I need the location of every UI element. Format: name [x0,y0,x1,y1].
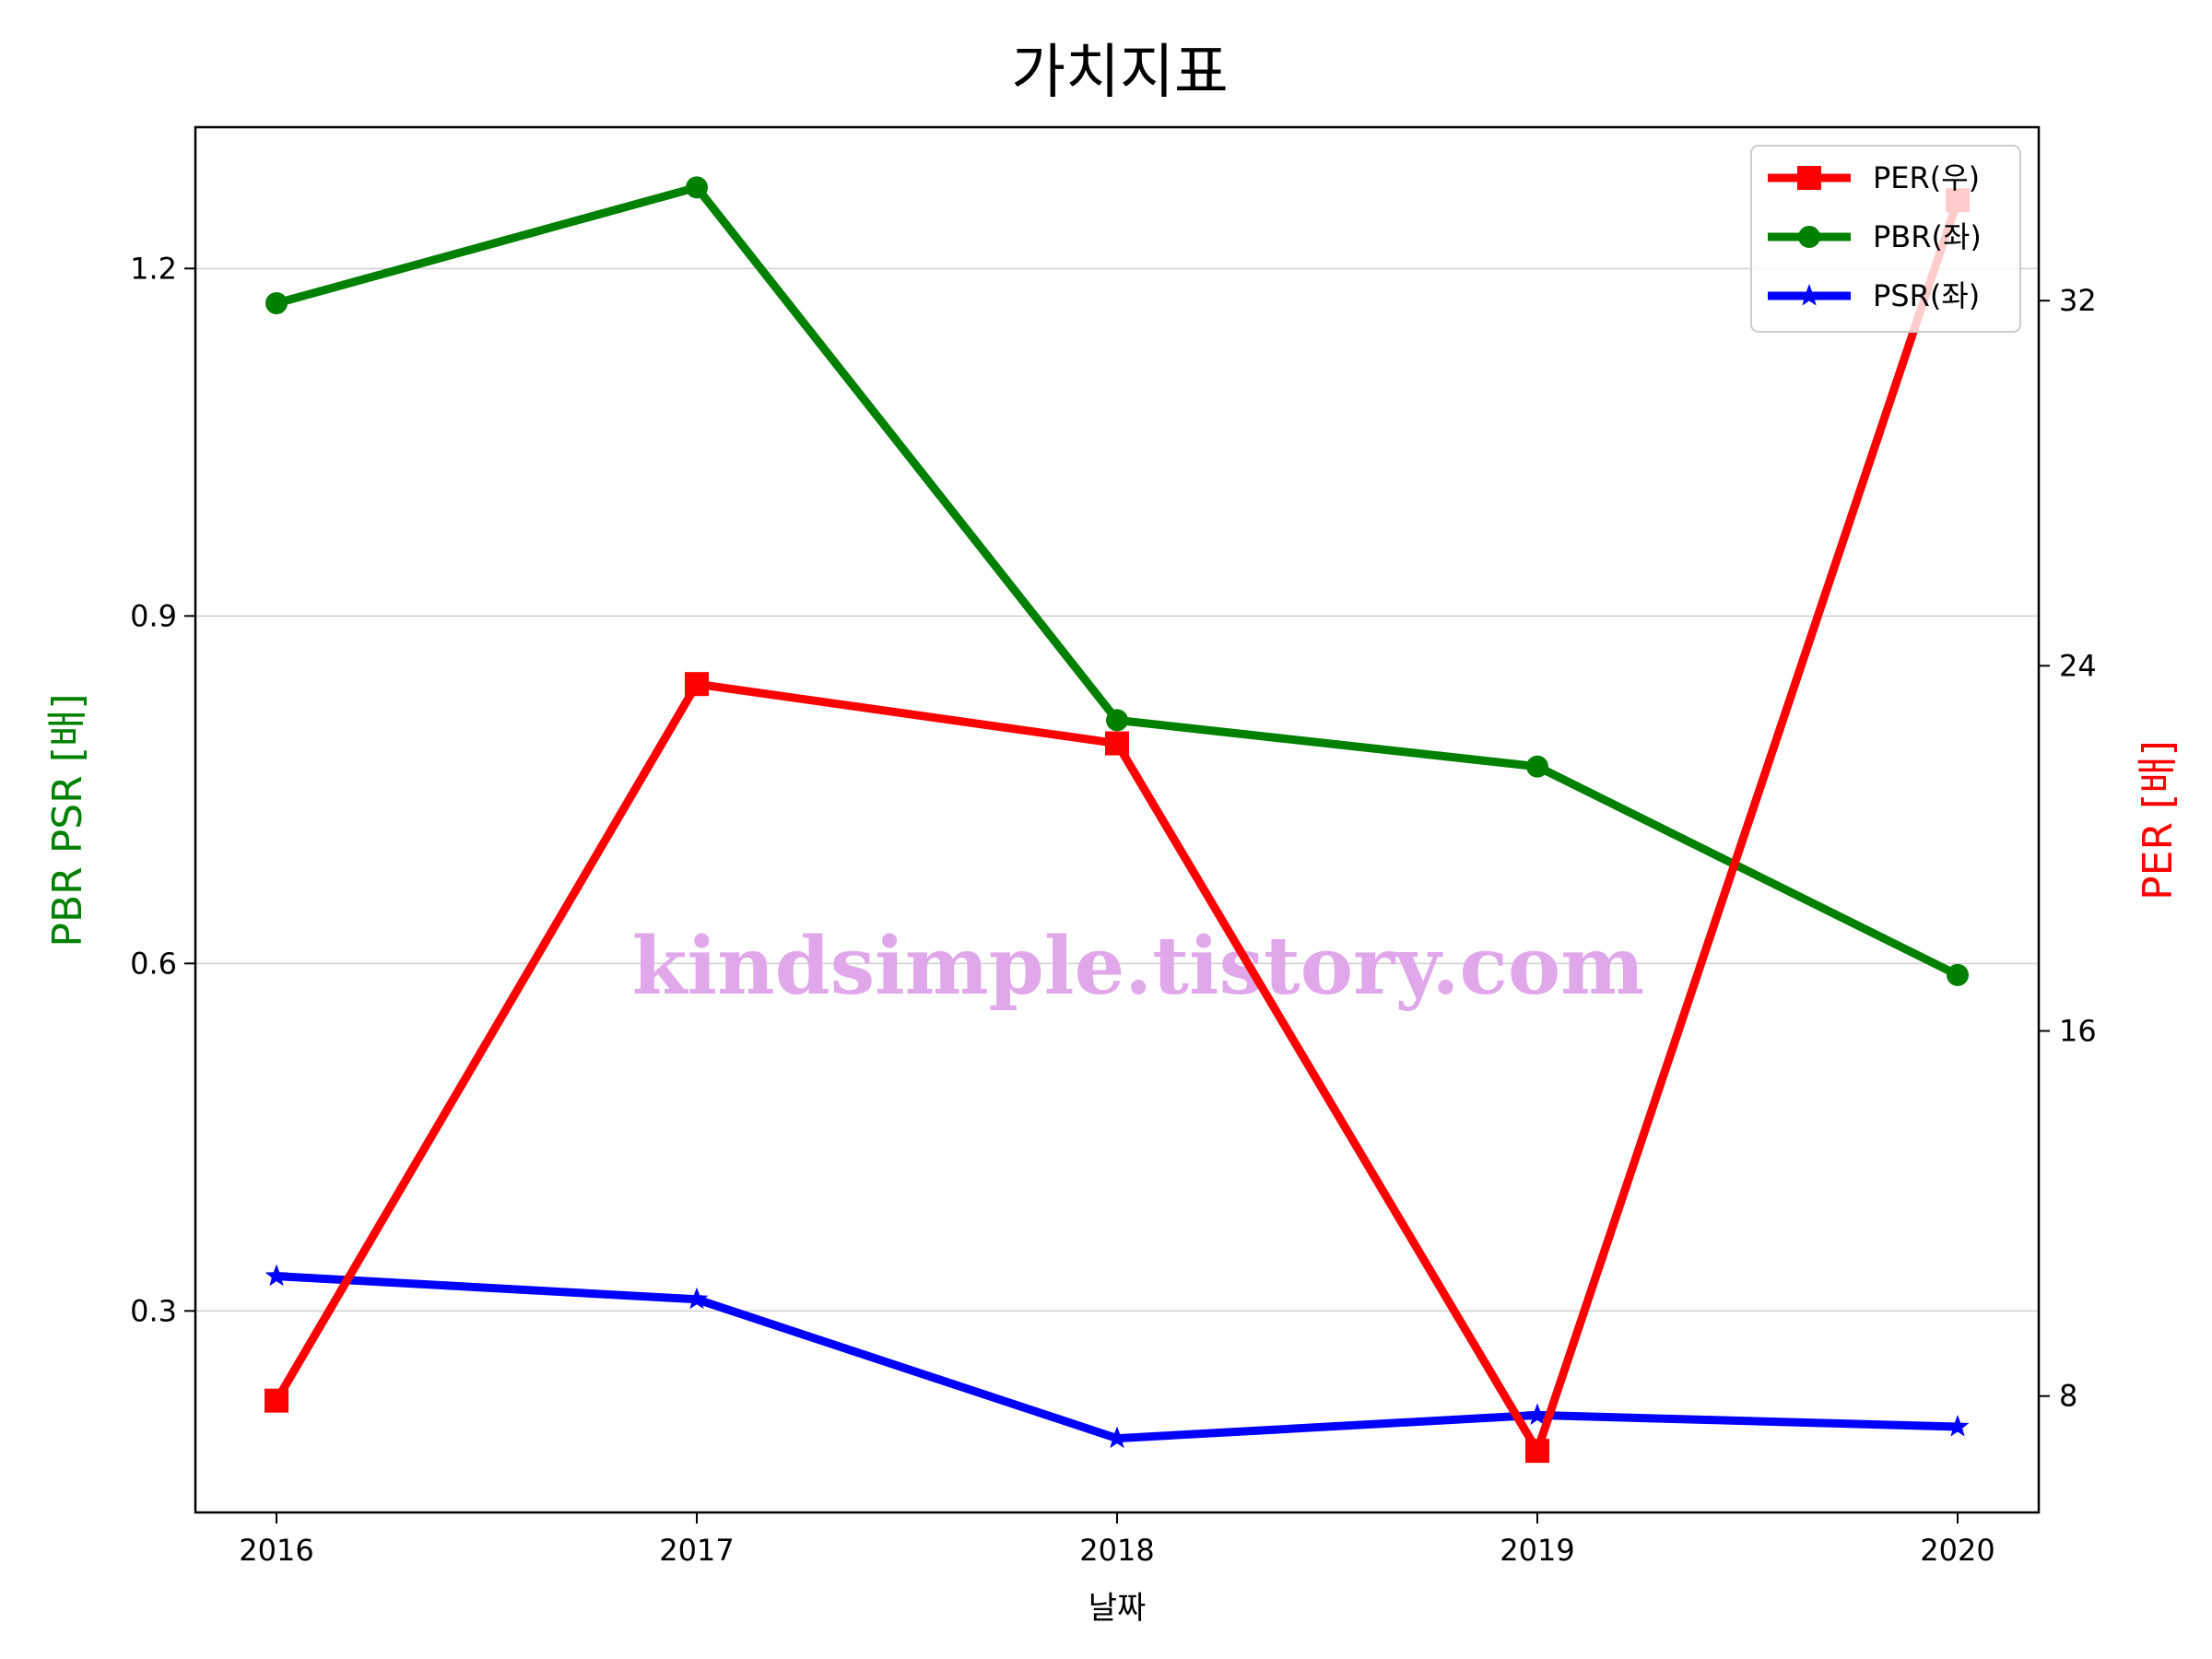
data-point [1946,1415,1970,1437]
legend: PER(우) PBR(좌) PSR(좌) [1750,145,2021,333]
y-right-tick-label: 16 [2059,1014,2097,1049]
y-left-tick-label: 0.9 [130,598,177,633]
series-pbr [265,176,1969,986]
y-right-axis-ticks: 8 16 24 32 [2039,283,2097,1414]
data-point [265,1264,288,1287]
legend-swatch-marker [1798,226,1820,248]
y-right-tick-label: 24 [2059,648,2097,683]
legend-label: PSR(좌) [1873,278,1980,313]
legend-label: PER(우) [1873,160,1980,195]
legend-box [1750,145,2021,333]
x-tick-label: 2017 [659,1533,734,1568]
watermark-text: kindsimple.tistory.com [632,920,1644,1013]
data-point [1525,1439,1549,1464]
series-psr [265,1264,1970,1449]
data-point [265,292,288,315]
data-point [685,672,709,697]
y-left-axis-label: PBR PSR [배] [44,693,91,947]
data-point [1105,1426,1129,1449]
x-tick-label: 2018 [1079,1533,1154,1568]
x-axis-label: 날짜 [1088,1590,1147,1627]
grid-lines [195,267,2039,1312]
y-right-tick-label: 8 [2059,1379,2077,1414]
y-right-tick-label: 32 [2059,283,2097,318]
legend-label: PBR(좌) [1873,219,1982,254]
watermark-layer: kindsimple.tistory.com [632,920,1644,1013]
y-left-tick-label: 0.6 [130,946,177,981]
data-point [1106,709,1128,732]
series-layer [265,176,1970,1464]
x-tick-label: 2020 [1920,1533,1994,1568]
x-axis-ticks: 2016 2017 2018 2019 2020 [239,1512,1995,1568]
legend-entry: PSR(좌) [1768,278,1980,313]
legend-entry: PER(우) [1768,160,1980,195]
data-point [1947,963,1969,986]
x-tick-label: 2019 [1500,1533,1574,1568]
legend-entry: PBR(좌) [1768,219,1982,254]
data-point [265,1388,288,1413]
series-per [265,188,1970,1464]
data-point [1525,1403,1549,1425]
legend-swatch-marker [1797,166,1821,190]
data-point [1526,755,1548,778]
y-right-axis-label: PER [배] [2135,740,2182,900]
data-point [1105,731,1129,756]
legend-swatch-marker [1797,284,1821,306]
x-tick-label: 2016 [239,1533,313,1568]
chart-title: 가치지표 [1011,39,1229,107]
y-left-axis-ticks: 0.3 0.6 0.9 1.2 [130,251,195,1328]
data-point [686,176,708,199]
y-left-tick-label: 0.3 [130,1293,177,1328]
data-point [685,1287,709,1310]
y-left-tick-label: 1.2 [130,251,177,286]
